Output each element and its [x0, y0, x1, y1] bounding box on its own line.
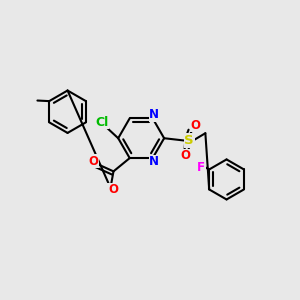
- Text: N: N: [149, 108, 159, 121]
- Text: O: O: [108, 183, 118, 196]
- Text: O: O: [89, 154, 99, 168]
- Text: S: S: [184, 134, 194, 147]
- Text: Cl: Cl: [95, 116, 109, 128]
- Text: F: F: [197, 160, 205, 174]
- Text: N: N: [149, 155, 159, 168]
- Text: O: O: [190, 119, 201, 132]
- Text: O: O: [180, 149, 190, 162]
